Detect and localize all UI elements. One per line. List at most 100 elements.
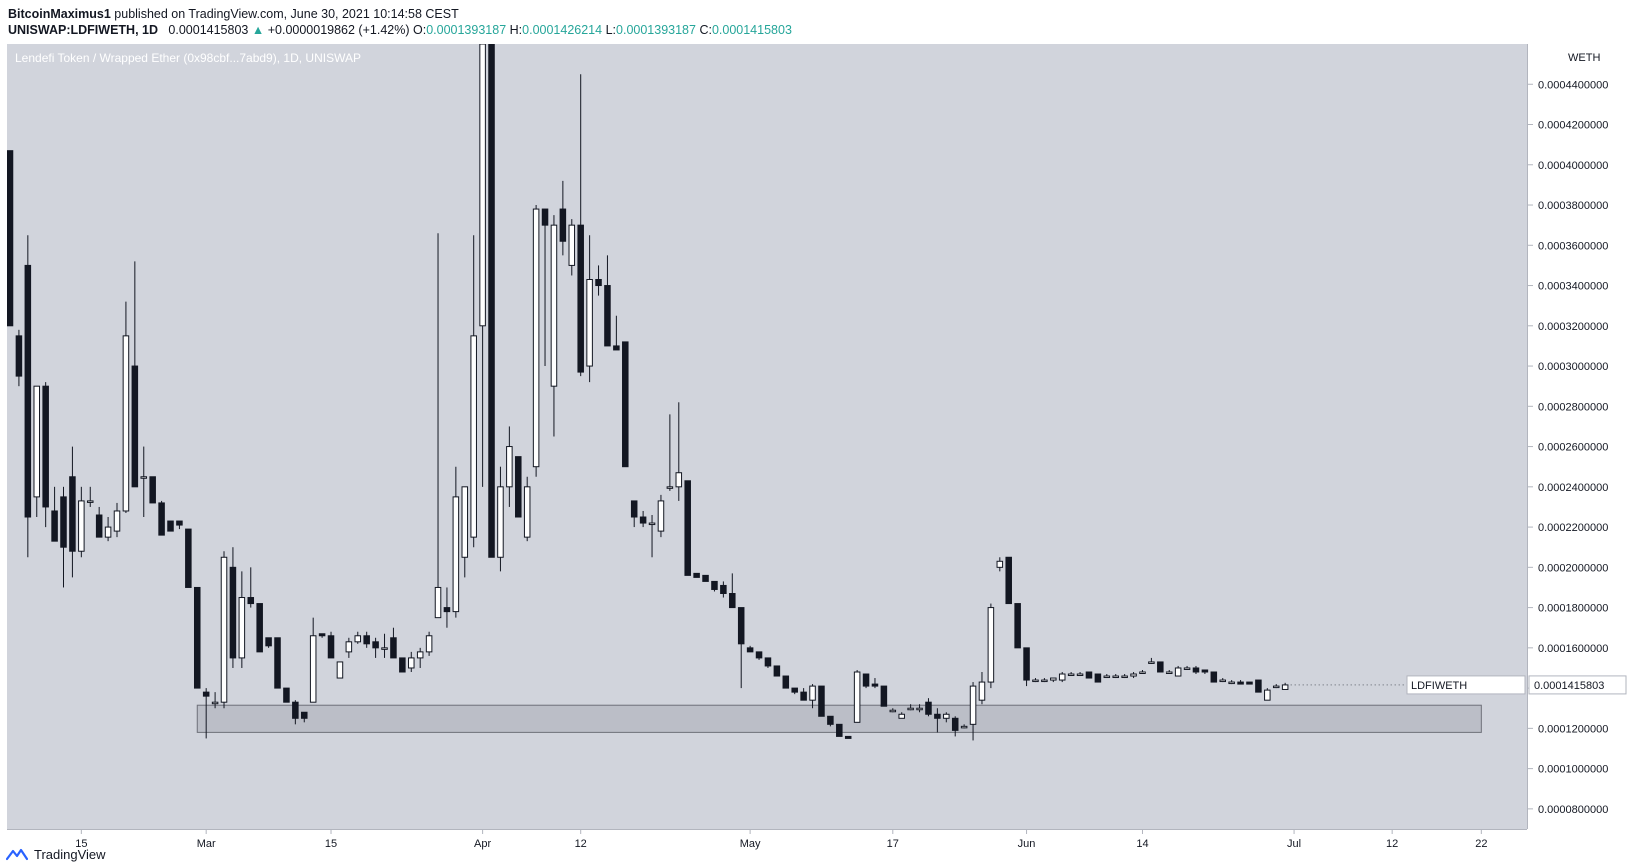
candle-body <box>737 607 745 645</box>
candle-body <box>729 593 736 609</box>
candle-body <box>247 597 255 605</box>
candle <box>1165 669 1173 675</box>
candle <box>916 704 923 713</box>
candle-body <box>1112 675 1119 679</box>
close-value: 0.0001415803 <box>711 23 792 37</box>
candle-body <box>1219 679 1226 683</box>
tradingview-footer[interactable]: TradingView <box>6 844 106 864</box>
candle-body <box>809 685 816 701</box>
candle-body <box>292 701 299 719</box>
candle-body <box>372 641 379 649</box>
candle <box>1139 669 1146 675</box>
candle <box>292 700 299 725</box>
candle <box>1246 681 1253 685</box>
candle <box>675 402 683 501</box>
candle <box>497 466 504 572</box>
candle <box>1067 672 1075 677</box>
price-tick-label: 0.0004400000 <box>1538 79 1608 91</box>
time-tick-label: 15 <box>325 838 337 850</box>
candle <box>559 180 567 256</box>
candle-body <box>211 701 219 705</box>
candle-body <box>24 264 32 518</box>
candle-body <box>69 476 76 552</box>
candle <box>158 500 165 536</box>
candle <box>408 651 415 672</box>
candle-body <box>693 572 700 578</box>
candle <box>51 486 58 542</box>
candlestick-chart[interactable]: Lendefi Token / Wrapped Ether (0x98cbf..… <box>6 43 1527 829</box>
candle-body <box>844 735 852 739</box>
candle-body <box>622 341 629 468</box>
candle-body <box>639 516 647 524</box>
candle-body <box>149 476 156 504</box>
candle-body <box>934 713 941 719</box>
chart-plot-area[interactable]: Lendefi Token / Wrapped Ether (0x98cbf..… <box>6 43 1527 829</box>
candle <box>15 329 23 387</box>
price-tick-label: 0.0001200000 <box>1538 723 1608 735</box>
candle <box>532 205 540 477</box>
price-tick-label: 0.0002600000 <box>1538 442 1608 454</box>
candle-body <box>283 687 290 703</box>
candle-body <box>327 635 335 659</box>
candle <box>193 586 201 689</box>
candle <box>1192 665 1200 675</box>
close-label: C: <box>699 23 712 37</box>
symbol-label-box <box>1406 675 1526 695</box>
candle <box>586 235 593 383</box>
candle-body <box>559 208 567 242</box>
candle <box>470 235 477 548</box>
candle-body <box>523 486 531 538</box>
candle <box>1005 556 1012 605</box>
candle-body <box>836 723 843 737</box>
time-tick-label: Apr <box>474 838 491 850</box>
candle <box>541 208 549 367</box>
time-tick-label: Mar <box>197 838 216 850</box>
candle <box>1201 669 1209 675</box>
candle <box>95 506 103 538</box>
price-axis[interactable]: WETH 0.0000800000 0.0001000000 0.0001200000… <box>1527 44 1627 829</box>
candle-body <box>969 685 977 725</box>
author-name[interactable]: BitcoinMaximus1 <box>8 7 111 21</box>
price-tick-label: 0.0004200000 <box>1538 120 1608 132</box>
candle-body <box>853 671 861 723</box>
candle-body <box>1139 671 1146 674</box>
candle <box>479 43 486 487</box>
candle <box>1264 688 1271 701</box>
candle <box>630 500 638 528</box>
candle <box>595 265 602 296</box>
candle <box>247 567 255 608</box>
candle-body <box>978 681 986 701</box>
candle-body <box>104 526 112 538</box>
time-axis[interactable]: 15 Mar 15 Apr 12 May 17 Jun 14 Jul 12 22 <box>7 829 1527 855</box>
candle-body <box>755 651 763 659</box>
candle <box>1085 671 1093 679</box>
candle-body <box>1157 661 1164 673</box>
candle-body <box>15 335 23 377</box>
candle <box>238 571 246 668</box>
candle-body <box>345 641 353 653</box>
candle <box>399 657 406 673</box>
candle <box>33 385 41 518</box>
price-axis-labels: WETH 0.0000800000 0.0001000000 0.0001200000… <box>1528 52 1627 816</box>
candle <box>425 631 433 656</box>
candle <box>42 382 49 528</box>
candle <box>523 476 531 542</box>
candle-body <box>425 635 433 653</box>
candle <box>960 724 968 729</box>
candle-body <box>1183 667 1191 670</box>
candle-body <box>336 661 344 679</box>
candle-body <box>898 713 905 719</box>
price-change: +0.0000019862 (+1.42%) <box>267 23 410 37</box>
candle <box>613 315 620 351</box>
candle-body <box>60 496 67 548</box>
price-tick-label: 0.0003600000 <box>1538 240 1608 252</box>
change-arrow-icon: ▲ <box>251 23 265 37</box>
candle-body <box>996 560 1004 568</box>
candle-body <box>1121 675 1128 679</box>
candle <box>746 645 754 653</box>
candle <box>390 627 397 659</box>
candle-body <box>1210 671 1218 683</box>
candle <box>461 486 469 578</box>
candle-body <box>1228 681 1235 685</box>
candle-body <box>131 365 139 488</box>
